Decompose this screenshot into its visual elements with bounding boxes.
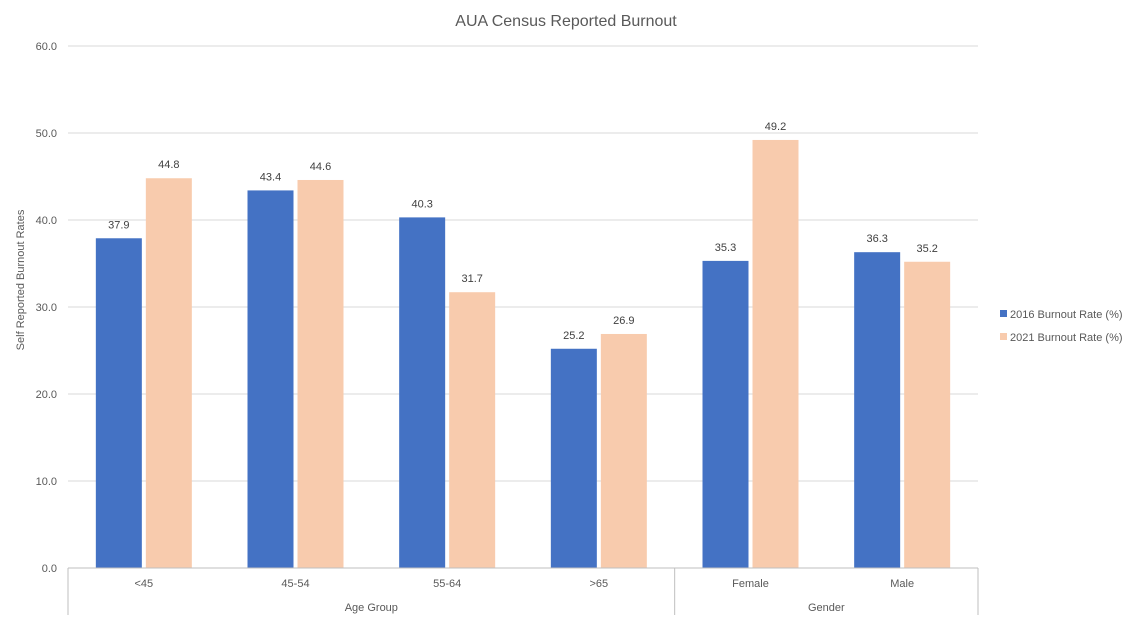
bar	[702, 260, 749, 568]
data-label: 26.9	[613, 315, 634, 327]
x-group-label: Age Group	[345, 602, 398, 614]
bar	[752, 139, 799, 568]
x-group-label: Gender	[808, 602, 845, 614]
legend-swatch	[1000, 333, 1007, 340]
legend-label: 2021 Burnout Rate (%)	[1010, 332, 1123, 344]
x-tick-label: >65	[589, 578, 608, 590]
bar	[600, 333, 647, 568]
bar	[550, 348, 597, 568]
bar	[247, 190, 294, 569]
bar	[449, 292, 496, 568]
y-tick-label: 30.0	[36, 302, 57, 314]
data-labels: 37.9 44.8 43.4 44.6 40.3 31.7 25.2 26.9 35.3 49.2…	[108, 121, 938, 342]
legend: 2016 Burnout Rate (%) 2021 Burnout Rate (…	[1000, 309, 1123, 344]
bar	[399, 217, 446, 568]
data-label: 49.2	[765, 121, 786, 133]
data-label: 35.2	[916, 243, 937, 255]
data-label: 25.2	[563, 330, 584, 342]
bars	[95, 139, 951, 569]
data-label: 43.4	[260, 171, 281, 183]
axes: 0.0 10.0 20.0 30.0 40.0 50.0 60.0 <45 45-54 55-64…	[36, 41, 979, 615]
data-label: 44.8	[158, 159, 179, 171]
data-label: 31.7	[461, 273, 482, 285]
bar	[297, 179, 344, 569]
gridlines	[68, 45, 978, 482]
bar	[904, 261, 951, 568]
legend-swatch	[1000, 310, 1007, 317]
y-tick-label: 60.0	[36, 41, 57, 53]
x-tick-label: Female	[732, 578, 769, 590]
x-tick-label: 55-64	[433, 578, 461, 590]
bar	[854, 252, 901, 568]
y-tick-label: 50.0	[36, 128, 57, 140]
data-label: 44.6	[310, 161, 331, 173]
chart-title: AUA Census Reported Burnout	[455, 13, 677, 30]
x-tick-label: 45-54	[281, 578, 309, 590]
x-tick-label: Male	[890, 578, 914, 590]
bar	[145, 178, 192, 569]
y-tick-label: 20.0	[36, 389, 57, 401]
y-tick-label: 10.0	[36, 476, 57, 488]
legend-label: 2016 Burnout Rate (%)	[1010, 309, 1123, 321]
y-tick-label: 0.0	[42, 563, 57, 575]
y-axis-title: Self Reported Burnout Rates	[15, 209, 27, 350]
y-tick-label: 40.0	[36, 215, 57, 227]
data-label: 35.3	[715, 242, 736, 254]
data-label: 37.9	[108, 219, 129, 231]
x-tick-label: <45	[134, 578, 153, 590]
data-label: 40.3	[411, 198, 432, 210]
data-label: 36.3	[866, 233, 887, 245]
bar	[95, 238, 142, 568]
